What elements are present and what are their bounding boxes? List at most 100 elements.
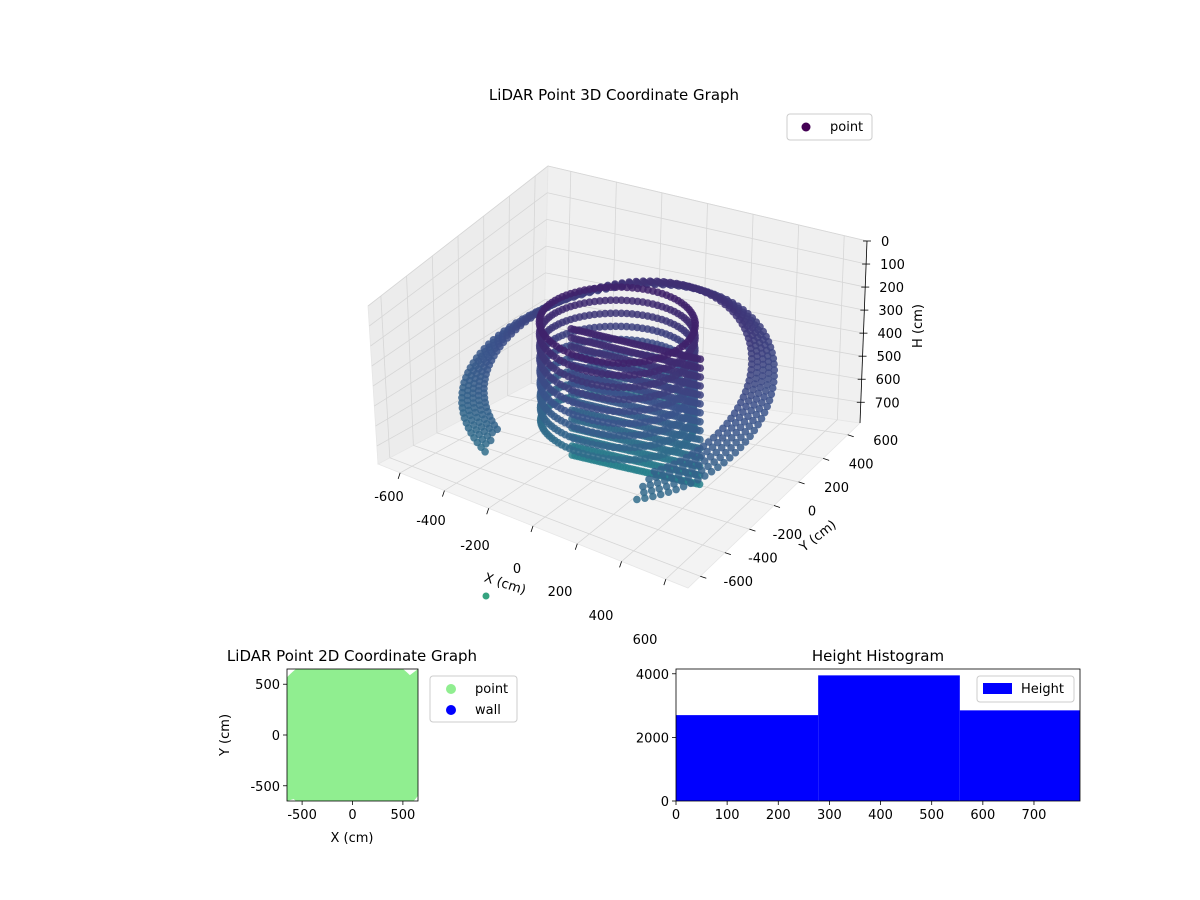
chart-3d-grid-back-z bbox=[544, 299, 863, 357]
histogram-y-tick-label: 4000 bbox=[636, 668, 669, 683]
chart-3d-x-tick bbox=[574, 543, 578, 550]
point-marker bbox=[620, 431, 628, 440]
histogram-x-tick-label: 300 bbox=[817, 808, 842, 823]
point-marker bbox=[666, 278, 674, 287]
histogram-x-tick-label: 400 bbox=[868, 808, 893, 823]
point-marker bbox=[659, 278, 668, 286]
point-marker bbox=[620, 419, 628, 428]
point-marker bbox=[696, 435, 704, 444]
chart-3d-grid-left-z bbox=[370, 219, 547, 347]
point-marker bbox=[746, 432, 754, 441]
point-marker bbox=[630, 371, 639, 379]
point-marker bbox=[625, 359, 633, 367]
point-marker bbox=[753, 363, 762, 372]
point-marker bbox=[696, 391, 704, 399]
point-marker bbox=[727, 424, 736, 432]
chart-2d-legend-marker-point bbox=[446, 684, 456, 694]
point-marker bbox=[732, 438, 740, 447]
chart-2d-x-tick-label: 0 bbox=[348, 808, 356, 823]
point-marker bbox=[747, 406, 755, 415]
point-marker bbox=[770, 372, 778, 380]
chart-3d-grid-left-z bbox=[371, 245, 547, 367]
chart-3d-x-tick-label: 600 bbox=[633, 633, 658, 648]
point-marker bbox=[694, 476, 702, 484]
histogram-y-tick-label: 2000 bbox=[636, 731, 669, 746]
point-marker bbox=[614, 395, 623, 404]
point-marker bbox=[763, 381, 771, 389]
chart-3d-grid-left-y bbox=[530, 175, 536, 384]
chart-3d-x-tick-label: 400 bbox=[589, 609, 614, 624]
point-marker bbox=[633, 495, 641, 504]
chart-histogram: Height Histogram 0 100 200 300 400 500 600 7000… bbox=[636, 647, 1081, 823]
chart-3d-y-tick bbox=[823, 457, 830, 461]
chart-3d-legend-box bbox=[786, 113, 873, 141]
point-marker bbox=[625, 419, 634, 428]
point-marker bbox=[736, 423, 745, 432]
point-marker bbox=[675, 471, 683, 480]
point-marker bbox=[760, 393, 768, 401]
point-marker bbox=[615, 456, 623, 464]
point-marker bbox=[753, 357, 762, 366]
chart-3d-grid-left-z bbox=[372, 272, 546, 387]
chart-3d-grid-left-z bbox=[367, 165, 549, 307]
chart-3d-x-tick bbox=[530, 525, 534, 533]
point-marker bbox=[679, 281, 687, 289]
point-marker bbox=[628, 297, 637, 305]
histogram-legend: Height bbox=[976, 675, 1075, 703]
chart-3d-y-tick-label: -600 bbox=[724, 575, 754, 590]
point-marker bbox=[672, 279, 681, 288]
point-marker bbox=[614, 407, 623, 416]
point-marker bbox=[625, 444, 634, 452]
point-marker bbox=[619, 359, 628, 368]
chart-2d-y-label: Y (cm) bbox=[218, 714, 233, 757]
point-marker bbox=[628, 323, 636, 331]
point-marker bbox=[625, 456, 634, 464]
point-marker bbox=[617, 322, 625, 331]
point-marker bbox=[737, 433, 745, 442]
point-marker bbox=[652, 473, 660, 482]
point-marker bbox=[623, 296, 631, 305]
point-marker bbox=[649, 492, 657, 501]
chart-3d-x-tick-label: -200 bbox=[460, 539, 490, 554]
point-marker bbox=[625, 395, 634, 404]
point-marker bbox=[699, 442, 708, 451]
point-marker bbox=[762, 387, 770, 395]
chart-3d-legend-label: point bbox=[830, 120, 863, 135]
chart-3d-z-tick-label: 500 bbox=[877, 350, 902, 365]
point-marker bbox=[758, 399, 766, 407]
point-marker bbox=[685, 282, 693, 291]
chart-3d-grid-back-z bbox=[547, 165, 868, 242]
point-marker bbox=[752, 395, 761, 403]
point-marker bbox=[653, 479, 662, 487]
point-marker bbox=[623, 283, 631, 292]
point-marker bbox=[659, 471, 667, 479]
point-marker bbox=[719, 424, 727, 433]
chart-3d-y-tick-label: 600 bbox=[873, 434, 898, 449]
point-marker bbox=[758, 372, 767, 380]
chart-3d-x-tick bbox=[619, 561, 622, 568]
point-marker bbox=[615, 443, 623, 452]
histogram-bars bbox=[676, 675, 1080, 801]
chart-2d-x-tick-label: -500 bbox=[287, 808, 317, 823]
point-marker bbox=[632, 277, 640, 286]
histogram-x-tick-label: 600 bbox=[970, 808, 995, 823]
point-marker bbox=[612, 322, 620, 331]
chart-2d-title: LiDAR Point 2D Coordinate Graph bbox=[227, 647, 477, 665]
point-marker bbox=[709, 433, 718, 442]
chart-2d-plot bbox=[287, 669, 418, 801]
point-marker bbox=[588, 392, 596, 400]
point-marker bbox=[764, 369, 773, 377]
point-marker bbox=[622, 322, 631, 331]
point-marker bbox=[691, 470, 699, 479]
chart-3d-x-tick bbox=[397, 472, 401, 479]
point-region bbox=[302, 678, 418, 801]
point-marker bbox=[687, 479, 695, 488]
histogram-legend-swatch bbox=[983, 683, 1012, 694]
point-marker bbox=[668, 474, 676, 483]
point-marker bbox=[665, 468, 674, 477]
chart-3d-y-tick-label: 400 bbox=[849, 457, 874, 472]
chart-2d-legend: point wall bbox=[429, 675, 518, 723]
chart-2d-axes: -500 -500 0 0 500 500 bbox=[250, 668, 419, 823]
point-region bbox=[287, 740, 333, 801]
